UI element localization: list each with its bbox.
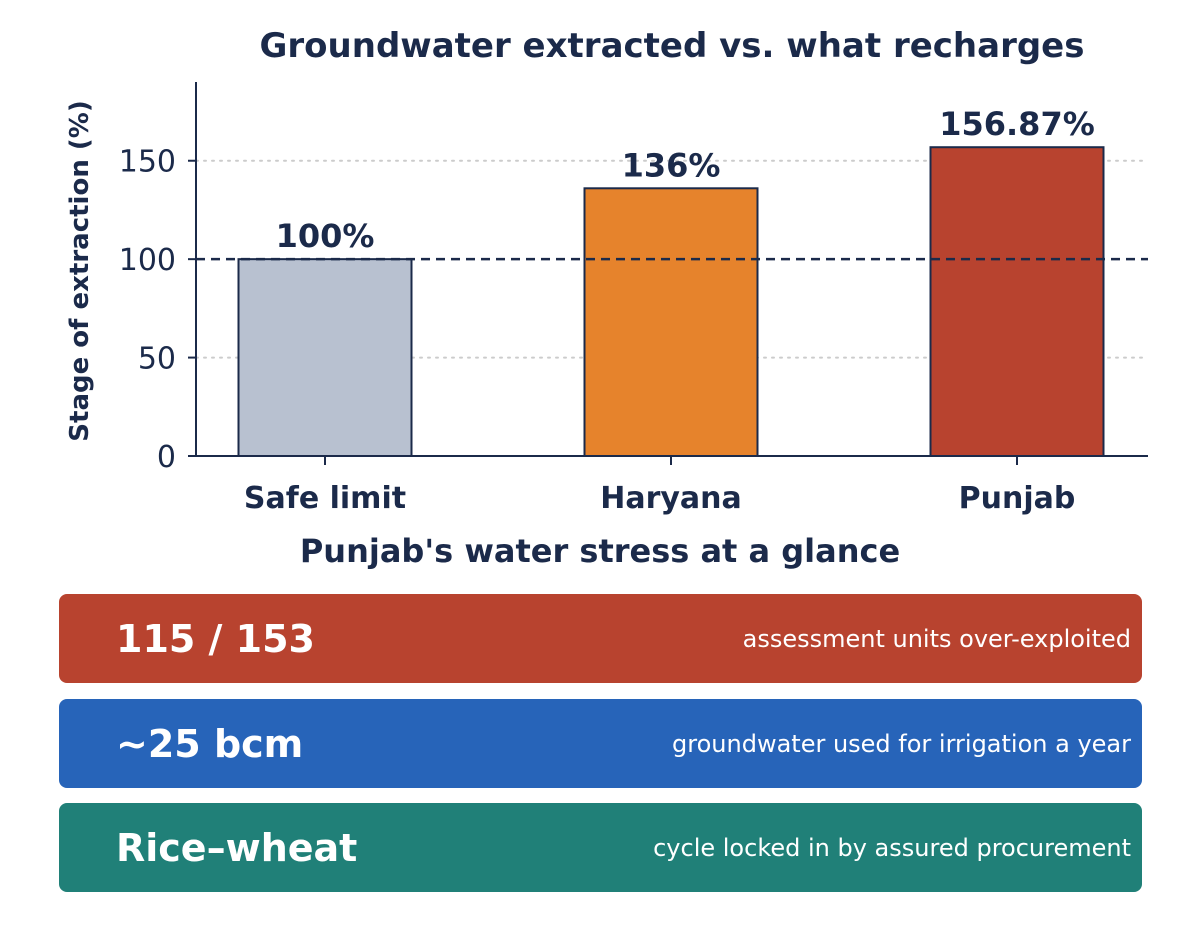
y-axis-label: Stage of extraction (%) bbox=[65, 100, 95, 441]
bars bbox=[237, 146, 1105, 458]
y-tick-label: 100 bbox=[119, 243, 176, 278]
bar-safe-limit bbox=[237, 258, 413, 457]
summary-title: Punjab's water stress at a glance bbox=[299, 532, 901, 570]
chart-title: Groundwater extracted vs. what recharges bbox=[260, 26, 1085, 66]
stat-description: assessment units over-exploited bbox=[742, 624, 1131, 653]
stat-value: ~25 bcm bbox=[116, 721, 304, 766]
bar-punjab bbox=[929, 146, 1105, 458]
bar-haryana bbox=[583, 187, 759, 457]
x-tick-label: Haryana bbox=[600, 481, 742, 516]
x-tick-label: Safe limit bbox=[244, 481, 406, 516]
data-label-safe-limit: 100% bbox=[276, 217, 375, 255]
y-tick-label: 50 bbox=[138, 342, 176, 377]
y-tick-label: 150 bbox=[119, 145, 176, 180]
stat-value: 115 / 153 bbox=[116, 616, 315, 661]
stat-description: cycle locked in by assured procurement bbox=[653, 833, 1131, 862]
data-labels: 100% 136% 156.87% bbox=[276, 105, 1095, 255]
stat-card: 115 / 153 assessment units over-exploited bbox=[59, 594, 1142, 683]
stat-value: Rice–wheat bbox=[116, 825, 358, 870]
data-label-haryana: 136% bbox=[622, 146, 721, 184]
stat-card: ~25 bcm groundwater used for irrigation a… bbox=[59, 699, 1142, 788]
y-tick-label: 0 bbox=[157, 440, 176, 475]
stat-card: Rice–wheat cycle locked in by assured pro… bbox=[59, 803, 1142, 892]
axes: Safe limit Haryana Punjab 0 50 100 150 bbox=[119, 82, 1148, 516]
data-label-punjab: 156.87% bbox=[939, 105, 1095, 143]
groundwater-bar-chart: Groundwater extracted vs. what recharges… bbox=[65, 26, 1149, 516]
x-tick-label: Punjab bbox=[959, 481, 1076, 516]
stat-description: groundwater used for irrigation a year bbox=[672, 729, 1131, 758]
